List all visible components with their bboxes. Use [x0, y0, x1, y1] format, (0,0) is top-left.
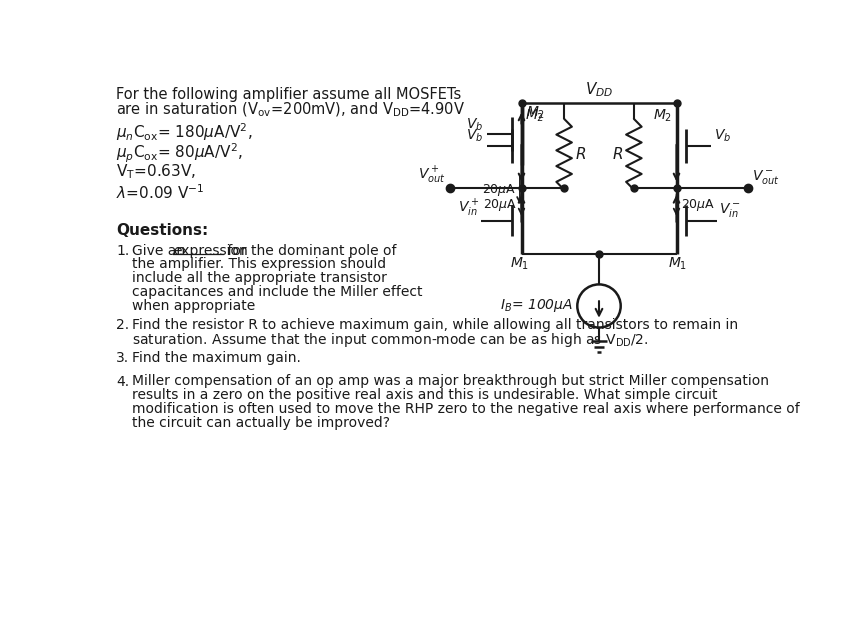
Text: 20$\mu$A: 20$\mu$A: [681, 197, 716, 213]
Text: are in saturation (V$_{\rm ov}$=200mV), and V$_{\rm DD}$=4.90V: are in saturation (V$_{\rm ov}$=200mV), …: [116, 100, 465, 118]
Text: capacitances and include the Miller effect: capacitances and include the Miller effe…: [133, 285, 423, 299]
Text: $\mu_n$C$_{\rm ox}$= 180$\mu$A/V$^2$,: $\mu_n$C$_{\rm ox}$= 180$\mu$A/V$^2$,: [116, 121, 252, 143]
Text: Miller compensation of an op amp was a major breakthrough but strict Miller comp: Miller compensation of an op amp was a m…: [133, 375, 770, 388]
Text: $V_{DD}$: $V_{DD}$: [585, 80, 613, 99]
Text: $M_2$: $M_2$: [526, 105, 545, 122]
Text: expression: expression: [173, 243, 247, 258]
Text: $R$: $R$: [575, 146, 587, 162]
Text: $I_B$= 100$\mu$A: $I_B$= 100$\mu$A: [500, 298, 574, 314]
Text: For the following amplifier assume all MOSFETs: For the following amplifier assume all M…: [116, 86, 462, 102]
Text: results in a zero on the positive real axis and this is undesirable. What simple: results in a zero on the positive real a…: [133, 388, 718, 402]
Text: $V_b$: $V_b$: [715, 128, 732, 144]
Text: Give an: Give an: [133, 243, 190, 258]
Text: $M_2$: $M_2$: [653, 108, 673, 124]
Text: $\mu_p$C$_{\rm ox}$= 80$\mu$A/V$^2$,: $\mu_p$C$_{\rm ox}$= 80$\mu$A/V$^2$,: [116, 142, 243, 166]
Text: 1.: 1.: [116, 243, 129, 258]
Text: 20$\mu$A: 20$\mu$A: [482, 197, 517, 213]
Text: Questions:: Questions:: [116, 223, 209, 238]
Text: V$_{\rm T}$=0.63V,: V$_{\rm T}$=0.63V,: [116, 163, 196, 182]
Text: include all the appropriate transistor: include all the appropriate transistor: [133, 271, 387, 285]
Text: 20$\mu$A: 20$\mu$A: [481, 182, 516, 198]
Text: the circuit can actually be improved?: the circuit can actually be improved?: [133, 416, 391, 430]
Text: 2.: 2.: [116, 317, 129, 332]
Text: Find the resistor R to achieve maximum gain, while allowing all transistors to r: Find the resistor R to achieve maximum g…: [133, 317, 739, 332]
Text: Find the maximum gain.: Find the maximum gain.: [133, 350, 301, 365]
Text: 3.: 3.: [116, 350, 129, 365]
Text: for the dominant pole of: for the dominant pole of: [223, 243, 397, 258]
Text: $V_{out}^+$: $V_{out}^+$: [418, 165, 445, 186]
Text: $R$: $R$: [612, 146, 623, 162]
Text: $V_{out}^-$: $V_{out}^-$: [752, 168, 780, 186]
Text: $V_{in}^+$: $V_{in}^+$: [457, 198, 479, 220]
Text: $V_b$: $V_b$: [466, 117, 484, 133]
Text: 4.: 4.: [116, 375, 129, 388]
Text: the amplifier. This expression should: the amplifier. This expression should: [133, 258, 386, 272]
Text: modification is often used to move the RHP zero to the negative real axis where : modification is often used to move the R…: [133, 402, 800, 416]
Text: $V_{in}^-$: $V_{in}^-$: [719, 202, 740, 220]
Text: $M_1$: $M_1$: [510, 256, 529, 272]
Text: when appropriate: when appropriate: [133, 299, 256, 313]
Text: saturation. Assume that the input common-mode can be as high as V$_{\rm DD}$/2.: saturation. Assume that the input common…: [133, 332, 649, 350]
Text: $M_1$: $M_1$: [669, 256, 687, 272]
Text: $\lambda$=0.09 V$^{-1}$: $\lambda$=0.09 V$^{-1}$: [116, 184, 204, 202]
Text: $V_b$: $V_b$: [466, 128, 484, 144]
Text: $M_2$: $M_2$: [525, 108, 545, 124]
